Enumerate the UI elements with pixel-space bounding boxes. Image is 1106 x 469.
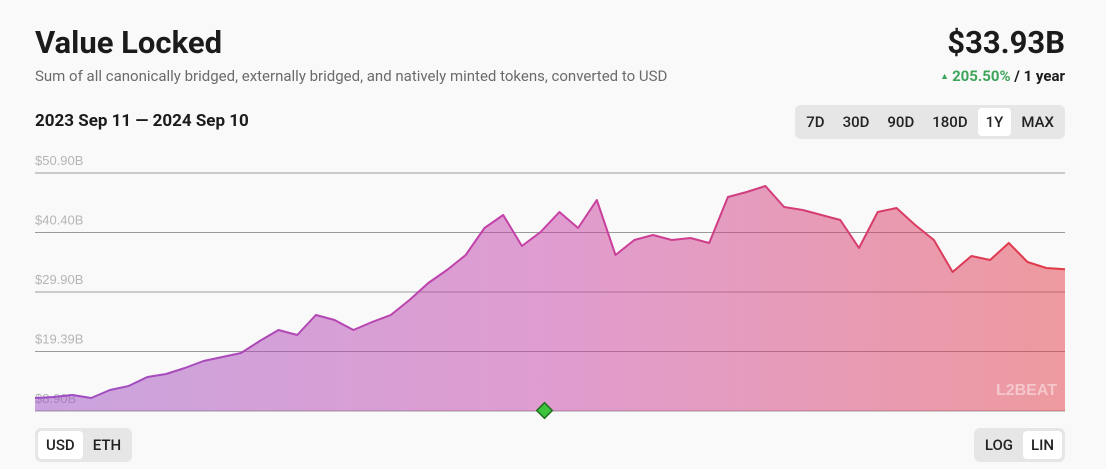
y-tick-label: $29.90B [35,272,83,287]
event-marker [535,401,554,420]
button[interactable]: LOG [984,436,1013,454]
button[interactable]: 90D [887,113,915,131]
change-row: ▲ 205.50% / 1 year [940,67,1065,85]
title: Value Locked [35,24,223,61]
y-tick-label: $50.90B [35,153,83,168]
watermark: L2BEAT [996,382,1057,399]
up-arrow: ▲ [940,72,950,82]
change: 205.50% [952,67,1011,85]
range-buttons: 7D 30D 90D 180D 1Y MAX [795,105,1065,139]
button[interactable]: USD [38,431,83,459]
subtitle: Sum of all canonically bridged, external… [35,67,668,85]
y-tick-label: $40.40B [35,213,83,228]
period: / 1 year [1014,67,1065,85]
date-range: 2023 Sep 11 — 2024 Sep 10 [35,111,249,131]
button[interactable]: 30D [842,113,870,131]
y-tick-label: $19.39B [35,332,83,347]
line [34,185,1066,399]
button[interactable]: 7D [806,113,825,131]
button[interactable]: 180D [932,113,968,131]
button[interactable]: ETH [92,436,122,454]
scale-buttons: LOG LIN [973,428,1065,462]
area-fill [35,186,1065,411]
button[interactable]: LIN [1023,431,1062,459]
currency-buttons: USD ETH [35,428,133,462]
total-value: $33.93B [947,24,1065,61]
button[interactable]: 1Y [977,108,1012,136]
button[interactable]: MAX [1021,113,1054,131]
